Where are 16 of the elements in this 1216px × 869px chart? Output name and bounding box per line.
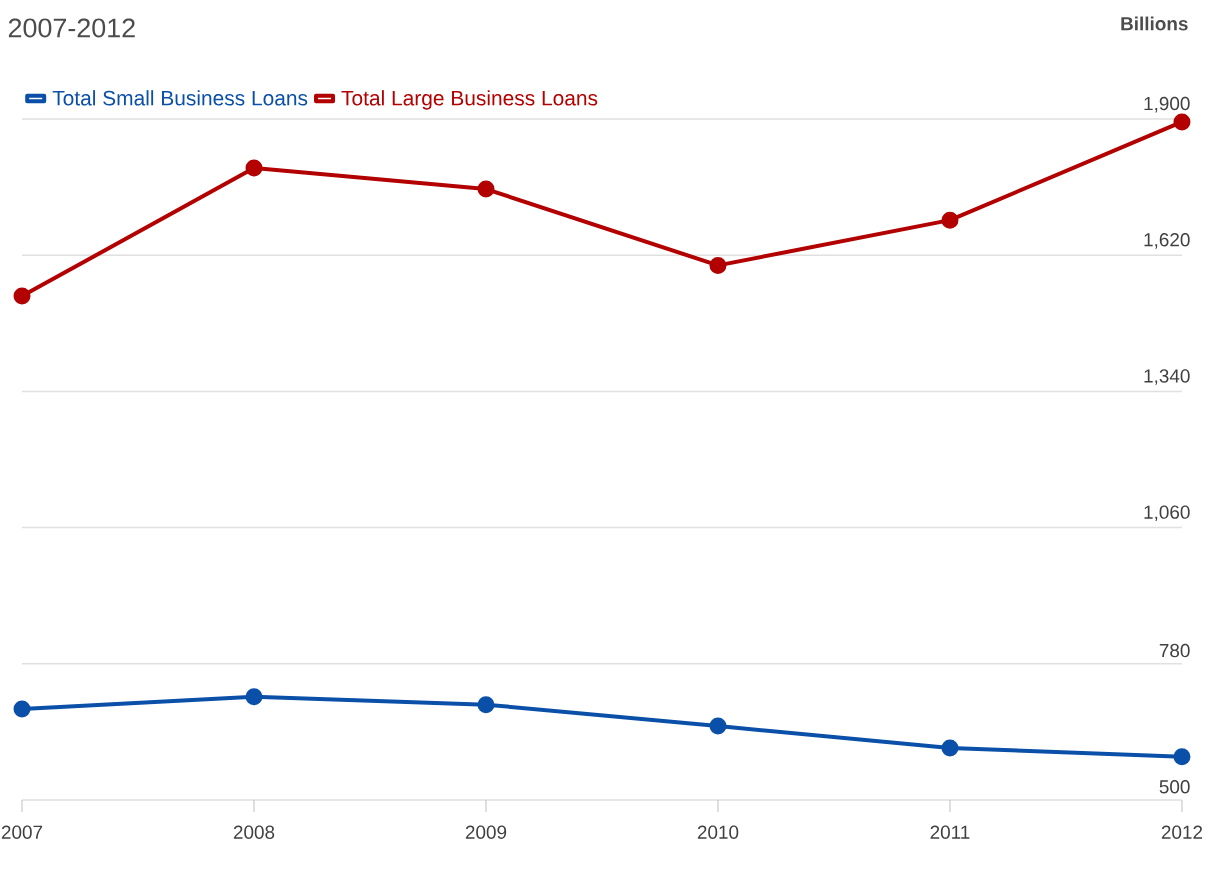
y-tick-label: 780 [1159,643,1190,658]
x-tick-label: 2010 [697,825,739,839]
y-tick-label: 1,060 [1144,505,1190,522]
y-tick-label: 500 [1159,780,1190,794]
x-tick-label: 2007 [1,825,43,839]
x-tick-label: 2009 [465,825,507,839]
x-tick-label: 2008 [233,825,275,839]
y-axis-title: Billions [1121,16,1188,31]
legend-label: Total Large Business Loans [341,90,598,110]
y-tick-label: 1,900 [1144,96,1190,113]
legend-label: Total Small Business Loans [52,90,308,106]
y-tick-label: 1,620 [1144,233,1190,249]
chart-title: 2007-2012 [8,18,135,38]
y-tick-label: 1,340 [1144,369,1190,385]
x-tick-label: 2011 [930,825,970,839]
x-tick-label: 2012 [1161,825,1203,839]
